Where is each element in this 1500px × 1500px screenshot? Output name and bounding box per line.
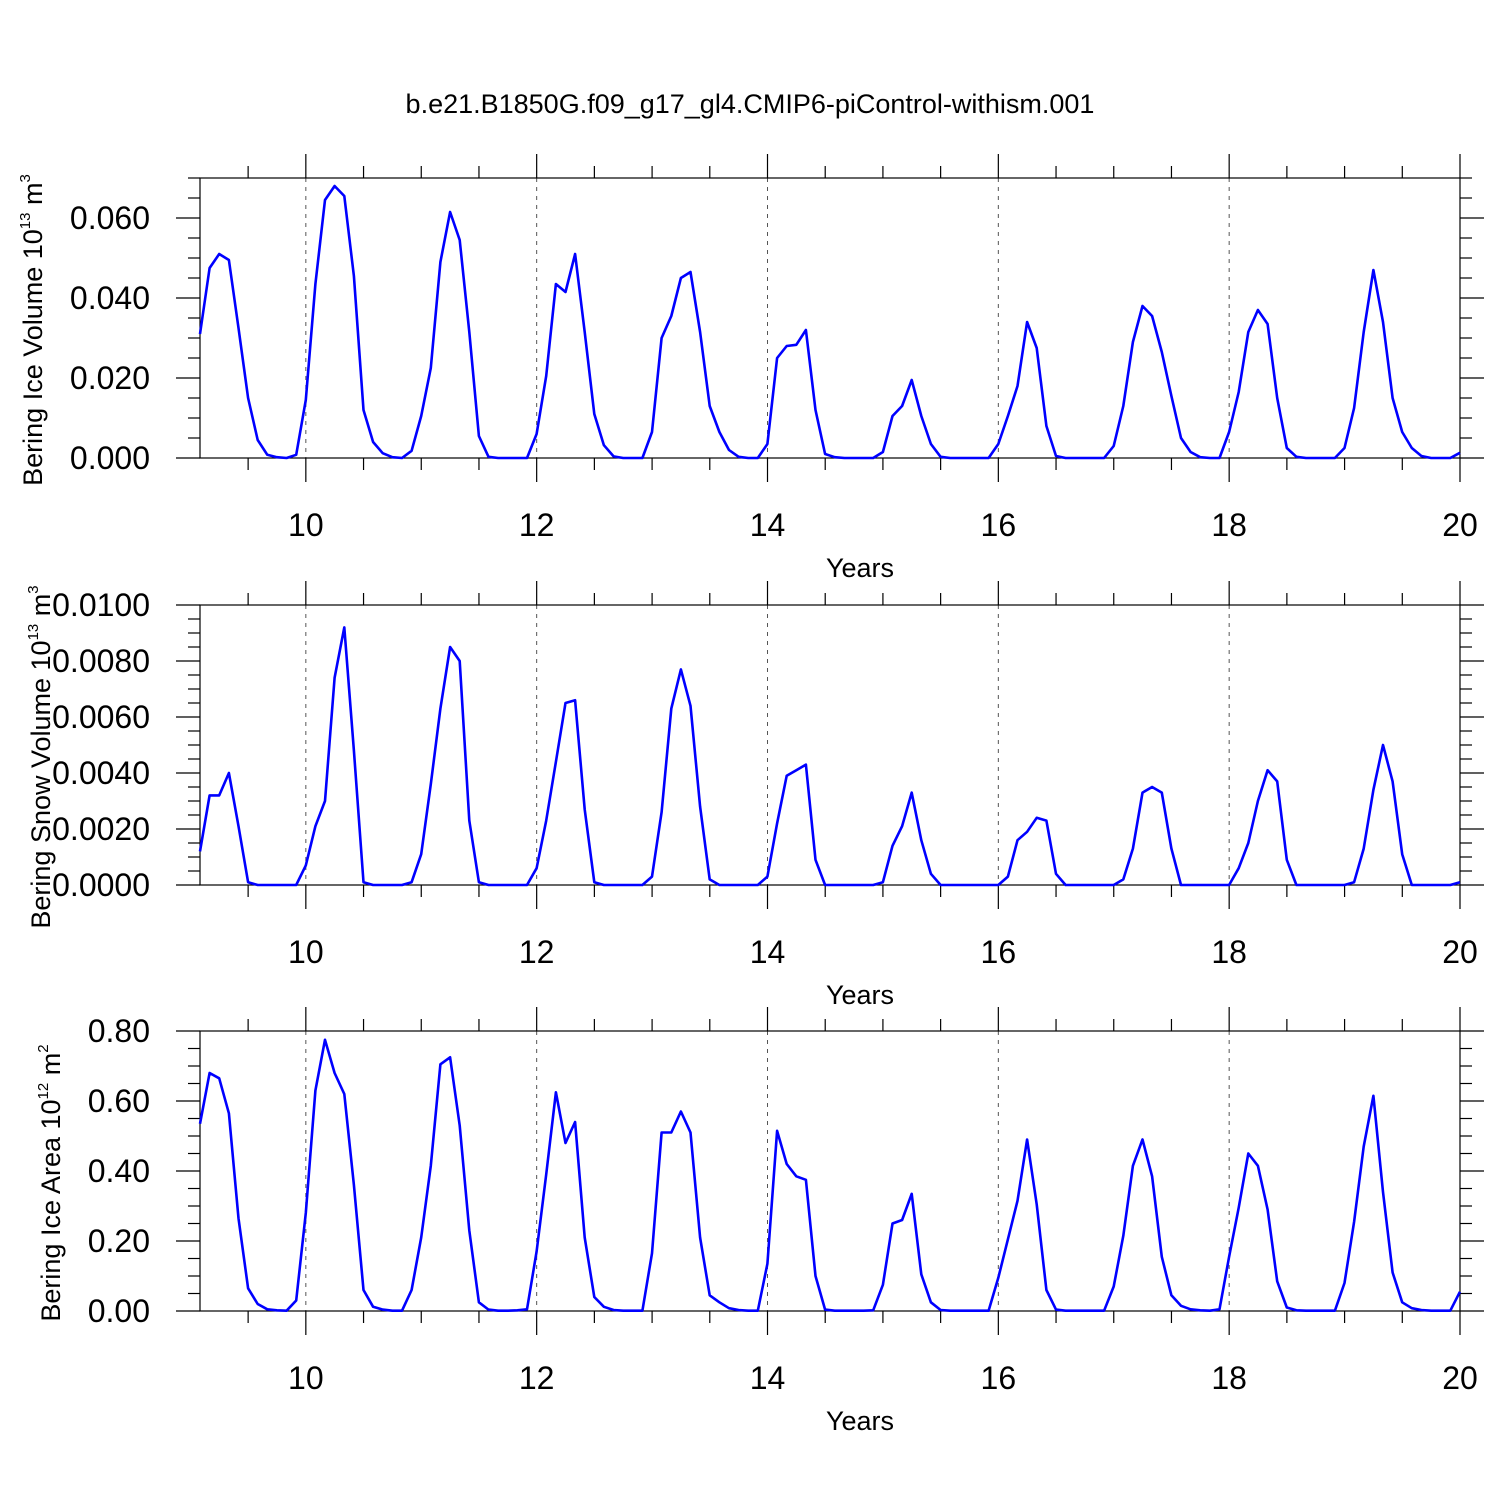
y-tick-label: 0.0020 bbox=[52, 811, 150, 847]
x-tick-label: 20 bbox=[1442, 1360, 1478, 1396]
x-tick-label: 12 bbox=[519, 1360, 555, 1396]
y-axis-label-superscript: 13 bbox=[17, 212, 34, 229]
y-tick-label: 0.0040 bbox=[52, 755, 150, 791]
x-tick-label: 18 bbox=[1211, 507, 1247, 543]
x-tick-label: 18 bbox=[1211, 934, 1247, 970]
x-tick-label: 16 bbox=[981, 1360, 1017, 1396]
y-tick-label: 0.060 bbox=[70, 200, 150, 236]
panel-1: 10 12 14 16 18 20 0.000 0.020 0.040 0.060 Years Ber… bbox=[17, 154, 1484, 583]
y-axis-label-superscript: 2 bbox=[35, 1044, 52, 1052]
y-axis-label-part: Bering Ice Area 10 bbox=[36, 1099, 66, 1321]
y-axis-label: Bering Ice Volume 1013 m3 bbox=[17, 174, 48, 486]
panel-3: 10 12 14 16 18 20 0.00 0.20 0.40 0.60 0.80 Years Ber… bbox=[35, 1007, 1484, 1436]
y-tick-label: 0.00 bbox=[88, 1293, 150, 1329]
panels: 10 12 14 16 18 20 0.000 0.020 0.040 0.060 Years Ber… bbox=[17, 154, 1484, 1436]
x-tick-label: 14 bbox=[750, 1360, 786, 1396]
x-tick-label: 10 bbox=[288, 934, 324, 970]
x-tick-label: 16 bbox=[981, 934, 1017, 970]
y-axis-label-superscript: 13 bbox=[25, 624, 42, 641]
x-tick-label: 12 bbox=[519, 507, 555, 543]
y-axis-label-part: m bbox=[18, 182, 48, 212]
series-line bbox=[198, 184, 1461, 460]
x-tick-label: 16 bbox=[981, 507, 1017, 543]
x-tick-label: 10 bbox=[288, 1360, 324, 1396]
series-line bbox=[198, 626, 1461, 887]
y-axis-label-superscript: 12 bbox=[35, 1083, 52, 1100]
y-axis-label: Bering Snow Volume 1013 m3 bbox=[25, 585, 56, 928]
x-tick-label: 18 bbox=[1211, 1360, 1247, 1396]
figure-title: b.e21.B1850G.f09_g17_gl4.CMIP6-piControl… bbox=[406, 89, 1095, 119]
x-tick-label: 14 bbox=[750, 507, 786, 543]
plot-frame bbox=[199, 177, 1461, 459]
x-axis-label: Years bbox=[826, 553, 894, 583]
plot-frame bbox=[199, 604, 1461, 886]
y-axis-label-part: m bbox=[36, 1053, 66, 1083]
y-tick-label: 0.0000 bbox=[52, 867, 150, 903]
x-axis-label: Years bbox=[826, 1406, 894, 1436]
x-tick-label: 12 bbox=[519, 934, 555, 970]
y-tick-label: 0.020 bbox=[70, 360, 150, 396]
x-tick-label: 10 bbox=[288, 507, 324, 543]
y-axis-label-part: Bering Ice Volume 10 bbox=[18, 229, 48, 486]
y-tick-label: 0.0080 bbox=[52, 643, 150, 679]
x-axis-label: Years bbox=[826, 980, 894, 1010]
y-axis-label-part: Bering Snow Volume 10 bbox=[26, 640, 56, 928]
plot-frame bbox=[199, 1030, 1461, 1312]
x-tick-label: 20 bbox=[1442, 507, 1478, 543]
panel-2: 10 12 14 16 18 20 0.0000 0.0020 0.0040 0.0060 0.00… bbox=[25, 581, 1484, 1010]
x-tick-label: 20 bbox=[1442, 934, 1478, 970]
y-tick-label: 0.20 bbox=[88, 1223, 150, 1259]
y-tick-label: 0.0060 bbox=[52, 699, 150, 735]
x-tick-label: 14 bbox=[750, 934, 786, 970]
series-line bbox=[198, 1038, 1462, 1312]
y-axis-label-superscript: 3 bbox=[25, 585, 42, 593]
y-axis-label-superscript: 3 bbox=[17, 174, 34, 182]
y-tick-label: 0.0100 bbox=[52, 587, 150, 623]
y-tick-label: 0.40 bbox=[88, 1153, 150, 1189]
y-axis-label-part: m bbox=[26, 594, 56, 624]
y-tick-label: 0.60 bbox=[88, 1083, 150, 1119]
y-axis-label: Bering Ice Area 1012 m2 bbox=[35, 1044, 66, 1321]
y-tick-label: 0.040 bbox=[70, 280, 150, 316]
y-tick-label: 0.80 bbox=[88, 1013, 150, 1049]
y-tick-label: 0.000 bbox=[70, 440, 150, 476]
